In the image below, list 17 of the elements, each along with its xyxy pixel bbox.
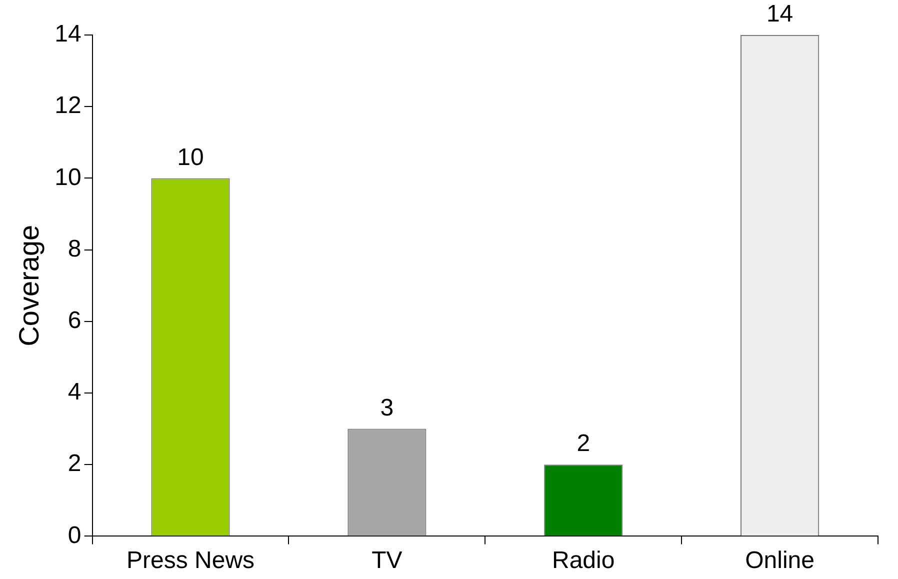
- x-tick-label: Online: [745, 547, 814, 574]
- x-tick-label: TV: [372, 547, 402, 574]
- y-tick-label: 4: [68, 378, 82, 406]
- y-tick-label: 2: [68, 450, 82, 478]
- data-label: 14: [766, 0, 794, 28]
- y-tick-label: 14: [54, 20, 82, 48]
- data-label: 3: [380, 394, 394, 422]
- y-tick-label: 0: [68, 522, 82, 549]
- data-label: 10: [177, 144, 204, 171]
- y-tick-label: 10: [54, 164, 82, 191]
- y-tick-label: 8: [68, 235, 82, 262]
- y-axis-title: Coverage: [14, 224, 45, 346]
- x-tick-label: Radio: [552, 547, 615, 574]
- y-tick-label: 12: [54, 92, 82, 120]
- data-label: 2: [576, 430, 590, 458]
- x-tick-label: Press News: [126, 547, 255, 574]
- y-tick-label: 6: [68, 307, 82, 334]
